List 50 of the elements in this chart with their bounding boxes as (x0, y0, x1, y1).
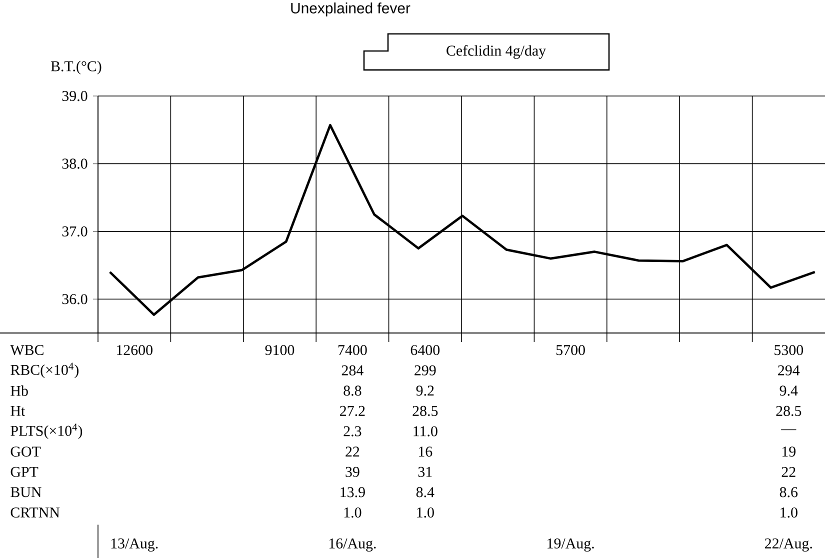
text: 284 (342, 365, 364, 376)
category-label: 22/Aug. (765, 538, 812, 552)
text: 31 (418, 466, 432, 477)
text: 1.0 (780, 507, 798, 518)
chart-title: Unexplained fever (291, 2, 410, 16)
text: 1.0 (344, 507, 362, 518)
text: 1.0 (417, 507, 434, 518)
y-tick-label: 36.0 (62, 294, 88, 304)
category-label: WBC (10, 345, 44, 356)
text: 27.2 (340, 406, 365, 416)
category-label: BUN (10, 487, 42, 498)
text: — (781, 429, 796, 430)
text: 22 (346, 446, 360, 457)
text: 12600 (116, 345, 152, 356)
y-tick-label: 38.0 (62, 158, 88, 169)
text: 7400 (338, 345, 367, 356)
text: 9.2 (416, 386, 434, 396)
text: 299 (414, 365, 436, 376)
text: 28.5 (776, 406, 802, 416)
text: 9.4 (780, 386, 798, 396)
text: 19 (782, 446, 796, 457)
text: Cefclidin 4g/day (446, 45, 546, 59)
category-label: 13/Aug. (111, 538, 158, 552)
text: 5700 (556, 345, 585, 356)
text: 11.0 (414, 426, 438, 436)
category-label: GOT (10, 446, 41, 457)
category-label: Ht (10, 406, 26, 416)
category-label: CRTNN (10, 508, 60, 518)
text: 16 (418, 446, 432, 457)
text: 6400 (410, 345, 440, 356)
y-axis-title: B.T.(°C) (50, 60, 102, 74)
y-tick-label: 39.0 (62, 90, 88, 102)
text: 294 (778, 365, 800, 376)
text: 8.8 (344, 386, 362, 396)
category-label: Hb (10, 385, 28, 396)
text: 8.6 (780, 487, 798, 498)
text: 2.3 (344, 426, 362, 436)
text: 8.4 (416, 487, 434, 498)
category-label: 16/Aug. (329, 538, 376, 552)
category-label: RBC(×10$^{4}$) (10, 362, 78, 378)
text: 13.9 (340, 487, 365, 498)
text: 9100 (265, 345, 294, 356)
category-label: GPT (10, 466, 38, 477)
category-label: PLTS(×10$^{4}$) (10, 424, 82, 439)
category-label: 19/Aug. (548, 538, 594, 552)
text: 39 (346, 466, 360, 477)
y-tick-label: 37.0 (62, 226, 88, 237)
text: 22 (782, 466, 796, 477)
text: 28.5 (412, 406, 438, 416)
text: 5300 (774, 345, 804, 356)
